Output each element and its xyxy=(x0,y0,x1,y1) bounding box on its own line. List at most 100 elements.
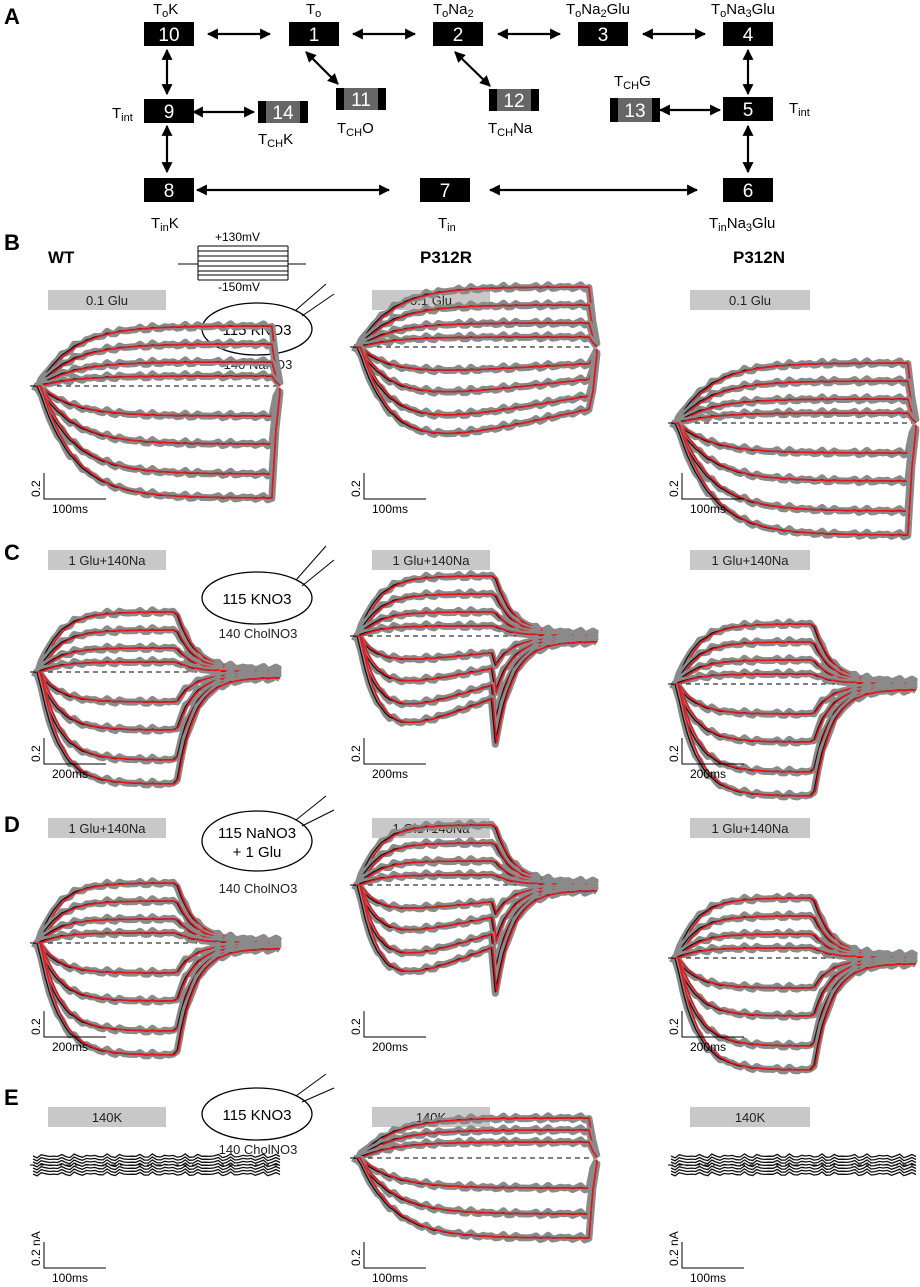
scale-bar-current: 0.2 nA xyxy=(667,1231,681,1266)
model-fit-trace xyxy=(36,385,281,475)
state-6-number: 6 xyxy=(743,181,754,202)
scale-bar-time: 200ms xyxy=(372,767,408,781)
state-12-number: 12 xyxy=(503,91,524,112)
state-14-label: TCHK xyxy=(258,131,293,150)
model-fit-trace xyxy=(356,884,597,993)
panel-letter-a: A xyxy=(4,4,20,29)
scale-bar-current: 0.2 xyxy=(667,745,681,762)
scale-bar xyxy=(43,1011,106,1038)
model-fit-trace xyxy=(356,336,598,348)
scale-bar-current: 0.2 xyxy=(349,1018,363,1035)
application-bar-label: 140K xyxy=(92,1110,123,1125)
voltage-protocol: +130mV -150mV xyxy=(178,230,306,294)
scale-bar-current: 0.2 xyxy=(667,1018,681,1035)
model-fit-trace xyxy=(674,683,916,797)
protocol-top-label: +130mV xyxy=(215,230,260,244)
current-trace xyxy=(670,1159,917,1165)
scale-bar-current: 0.2 xyxy=(29,745,43,762)
model-fit-trace xyxy=(356,1141,598,1159)
scale-bar xyxy=(681,1011,744,1038)
trace-panel-e-wt: 140K 100ms 0.2 nA xyxy=(29,1107,281,1285)
scale-bar-time: 100ms xyxy=(372,502,408,516)
trace-panel-b-wt: 0.1 Glu 100ms 0.2 xyxy=(29,290,284,516)
trace-panel-d-p312n: 1 Glu+140Na 200ms 0.2 xyxy=(667,818,918,1075)
solution-e-outside: 140 CholNO3 xyxy=(219,1142,298,1157)
state-9-label: Tint xyxy=(112,105,133,124)
model-fit-trace xyxy=(674,380,917,424)
state-box-2: 2 ToNa2 xyxy=(433,1,483,46)
solution-d-outside: 140 CholNO3 xyxy=(219,881,298,896)
solution-d-inside-1: 115 NaNO3 xyxy=(218,825,296,842)
current-trace xyxy=(670,1153,917,1159)
scale-bar xyxy=(43,738,106,765)
trace-band xyxy=(351,1154,601,1244)
model-fit-trace xyxy=(674,422,917,536)
scale-bar xyxy=(363,473,426,500)
application-bar xyxy=(690,290,810,310)
scale-bar-time: 100ms xyxy=(690,502,726,516)
application-bar xyxy=(48,1107,166,1127)
trace-band xyxy=(31,382,284,422)
scale-bar-time: 200ms xyxy=(690,1040,726,1054)
scale-bar-time: 100ms xyxy=(52,1271,88,1285)
state-13-number: 13 xyxy=(624,101,645,122)
model-fit-trace xyxy=(356,1117,598,1159)
current-trace xyxy=(32,385,281,476)
state-box-11: 11 TCHO xyxy=(336,88,386,139)
scale-bar xyxy=(43,1242,106,1269)
trace-band xyxy=(351,343,601,376)
model-fit-trace xyxy=(36,385,281,499)
application-bar xyxy=(48,550,166,570)
application-bar xyxy=(372,550,490,570)
arrow-2-12 xyxy=(454,51,491,87)
application-bar-label: 1 Glu+140Na xyxy=(393,553,471,568)
scale-bar xyxy=(363,738,426,765)
application-bar-label: 0.1 Glu xyxy=(729,293,771,308)
model-fit-trace xyxy=(674,398,917,424)
model-fit-trace xyxy=(356,304,598,348)
application-bar-label: 1 Glu+140Na xyxy=(69,821,147,836)
state-box-1: 1 To xyxy=(289,1,339,46)
application-bar xyxy=(48,818,166,838)
scale-bar-time: 100ms xyxy=(690,1271,726,1285)
application-bar-label: 1 Glu+140Na xyxy=(69,553,147,568)
scale-bar-current: 0.2 xyxy=(29,1018,43,1035)
state-9-number: 9 xyxy=(164,102,175,123)
current-trace xyxy=(670,1168,917,1174)
solution-bubble-c: 115 KNO3 140 CholNO3 xyxy=(201,545,335,641)
model-fit-trace xyxy=(674,362,917,424)
header-p312r: P312R xyxy=(420,248,472,267)
panel-letter-d: D xyxy=(4,812,20,837)
application-bar-label: 140K xyxy=(735,1110,766,1125)
solution-d-inside-2: + 1 Glu xyxy=(233,844,282,861)
model-fit-trace xyxy=(356,346,598,416)
state-box-4: 4 ToNa3Glu xyxy=(711,1,775,46)
model-fit-trace xyxy=(36,343,281,387)
model-fit-trace xyxy=(356,1129,598,1159)
state-3-label: ToNa2Glu xyxy=(566,1,630,20)
state-box-10: 10 ToK xyxy=(144,1,194,46)
scale-bar-time: 200ms xyxy=(52,1040,88,1054)
trace-band xyxy=(351,1154,601,1194)
application-bar xyxy=(690,818,810,838)
state-box-3: 3 ToNa2Glu xyxy=(566,1,630,46)
solution-c-inside: 115 KNO3 xyxy=(223,591,292,608)
scale-bar xyxy=(681,473,744,500)
state-11-label: TCHO xyxy=(337,120,374,139)
arrow-1-11 xyxy=(305,51,339,85)
scale-bar-current: 0.2 xyxy=(349,745,363,762)
state-1-label: To xyxy=(306,1,321,20)
state-box-12: 12 TCHNa xyxy=(488,89,539,139)
state-box-6: 6 TinNa3Glu xyxy=(709,178,775,234)
state-10-label: ToK xyxy=(153,1,178,20)
state-2-label: ToNa2 xyxy=(433,1,474,20)
panel-letter-b: B xyxy=(4,230,20,255)
model-fit-trace xyxy=(36,671,280,785)
scale-bar-time: 100ms xyxy=(372,1271,408,1285)
scale-bar xyxy=(363,1242,426,1269)
state-2-number: 2 xyxy=(453,25,464,46)
model-fit-trace xyxy=(36,385,281,445)
